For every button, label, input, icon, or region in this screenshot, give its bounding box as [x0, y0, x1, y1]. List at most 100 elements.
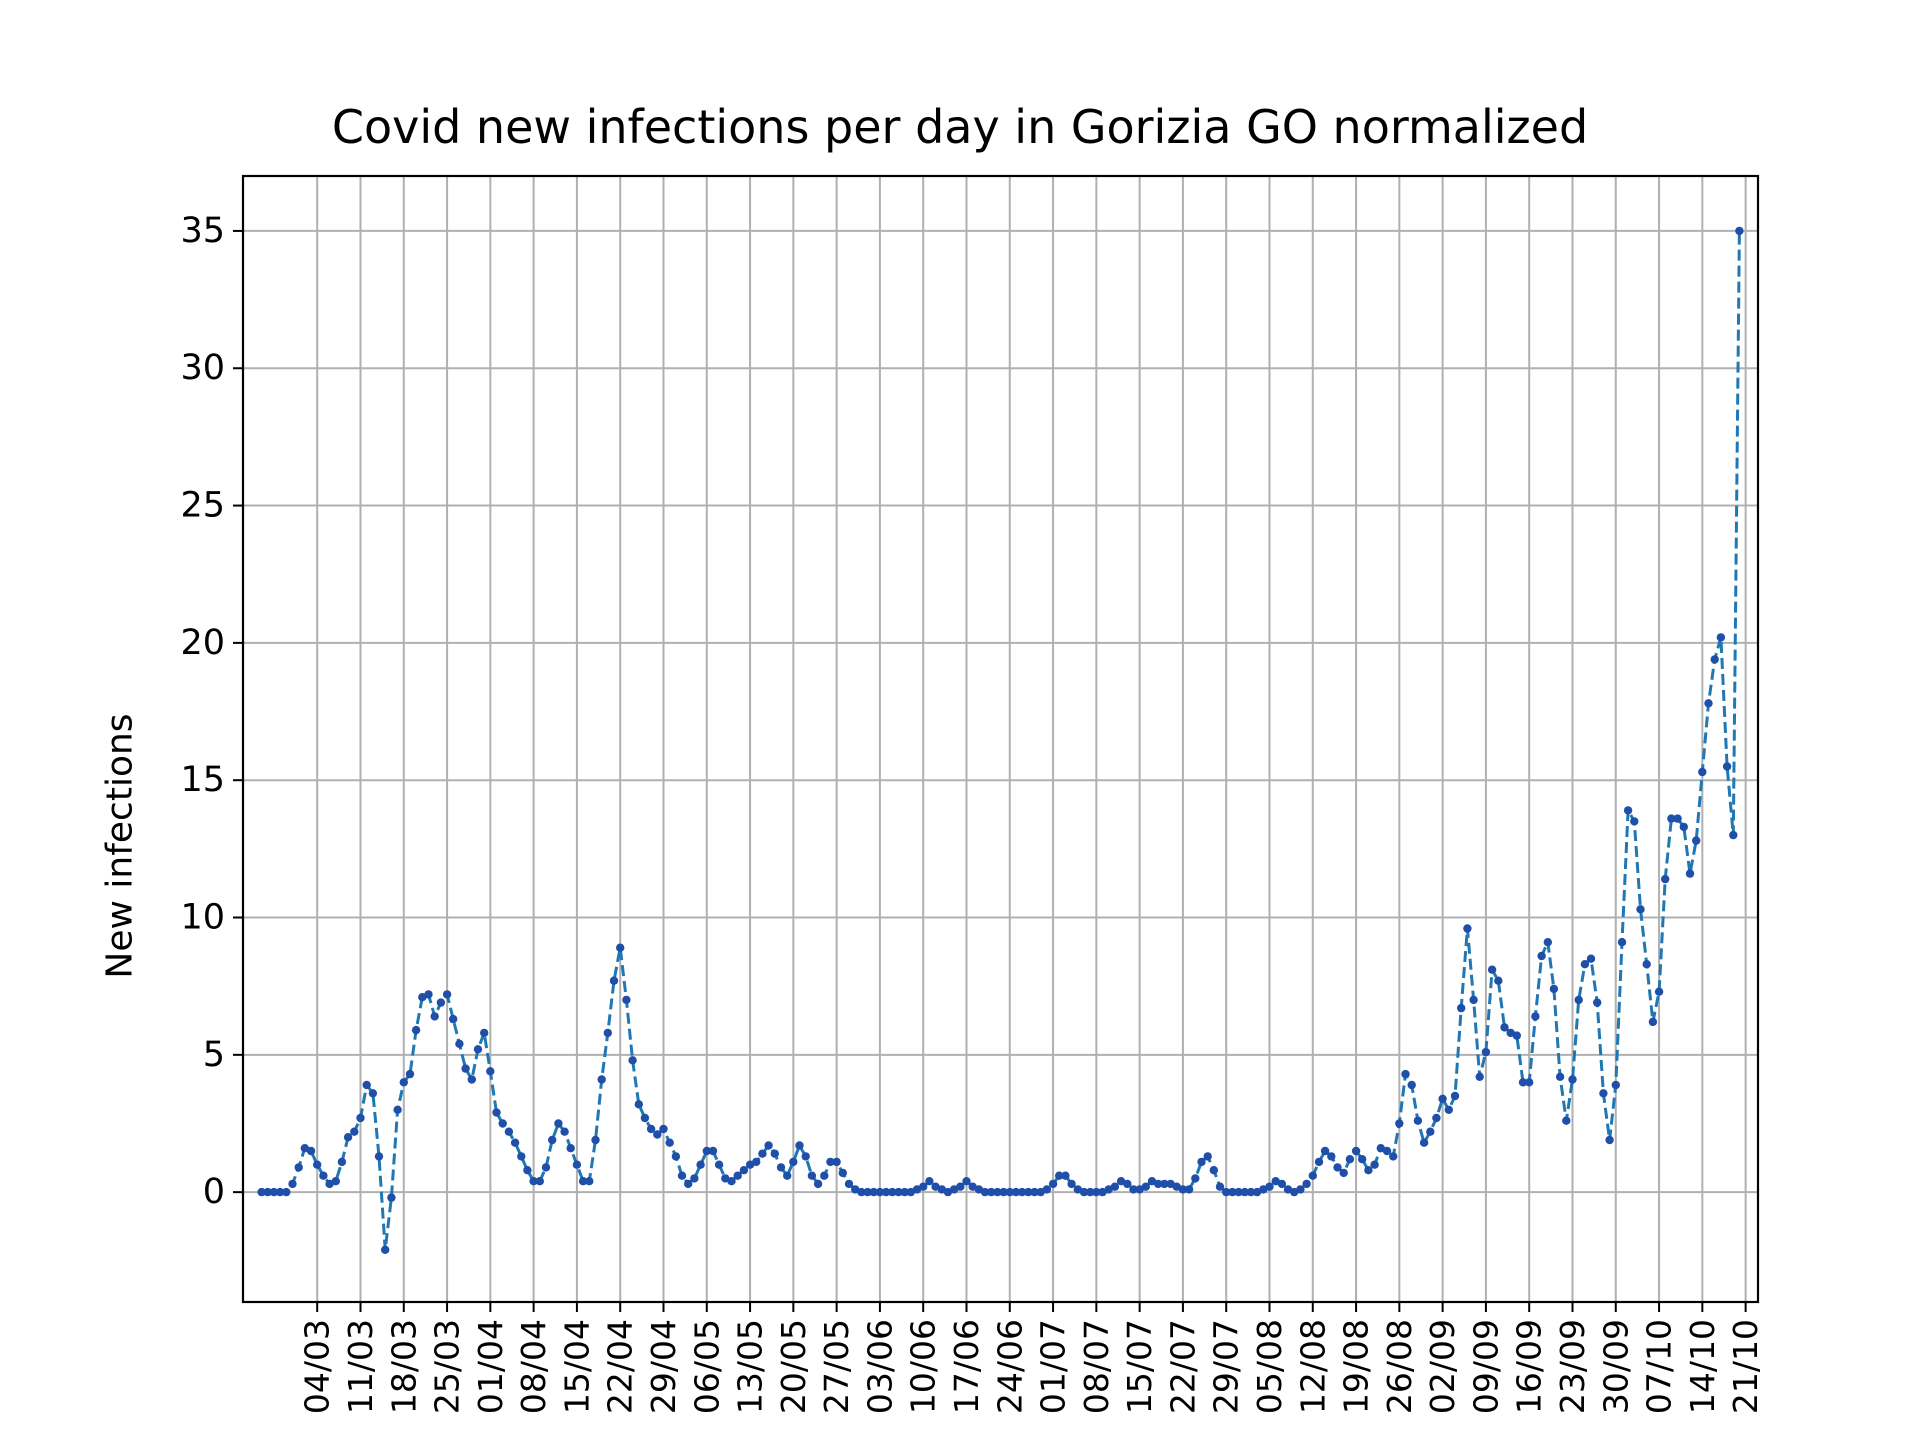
- x-tick-label: 02/09: [1423, 1319, 1462, 1414]
- data-point: [1426, 1127, 1435, 1136]
- data-point: [993, 1187, 1002, 1197]
- data-point: [1580, 960, 1590, 969]
- data-point: [517, 1152, 526, 1161]
- data-point: [1222, 1187, 1231, 1197]
- data-point: [1568, 1075, 1577, 1084]
- data-point: [863, 1187, 872, 1197]
- data-point: [1265, 1182, 1274, 1191]
- x-tick-label: 13/05: [731, 1319, 770, 1414]
- data-point: [1438, 1094, 1447, 1104]
- data-point: [1735, 226, 1744, 236]
- data-point: [875, 1187, 885, 1197]
- x-tick-label: 04/03: [298, 1319, 337, 1414]
- data-point: [1710, 655, 1719, 664]
- data-point: [1481, 1047, 1491, 1057]
- data-point: [1444, 1105, 1454, 1115]
- data-point: [696, 1160, 705, 1169]
- data-point: [1141, 1182, 1151, 1191]
- data-point: [1487, 965, 1497, 974]
- data-point: [1024, 1187, 1033, 1197]
- data-point: [319, 1171, 328, 1180]
- x-tick-label: 29/04: [644, 1319, 683, 1414]
- x-tick-label: 12/08: [1293, 1319, 1332, 1414]
- data-point: [1067, 1179, 1076, 1189]
- data-point: [758, 1149, 767, 1158]
- data-point: [263, 1187, 272, 1197]
- data-point: [424, 990, 433, 999]
- data-point: [399, 1078, 408, 1087]
- axes-frame: [241, 174, 1760, 1304]
- data-point: [634, 1100, 643, 1109]
- data-point: [1005, 1187, 1014, 1197]
- data-point: [1704, 699, 1713, 708]
- x-tick-label: 16/09: [1510, 1319, 1549, 1414]
- y-tick-label: 15: [180, 760, 225, 800]
- data-point: [1277, 1179, 1287, 1189]
- data-point: [1011, 1187, 1021, 1197]
- data-point: [1215, 1182, 1225, 1191]
- data-point: [690, 1174, 699, 1183]
- data-point: [857, 1187, 866, 1197]
- data-point: [770, 1149, 779, 1158]
- y-tick-label: 30: [180, 348, 225, 388]
- data-point: [622, 995, 631, 1005]
- data-point: [1698, 767, 1707, 777]
- data-point: [381, 1245, 390, 1255]
- data-point: [597, 1075, 606, 1084]
- data-point: [987, 1187, 996, 1197]
- data-point: [1475, 1072, 1484, 1082]
- data-point: [1178, 1185, 1188, 1194]
- data-point: [1382, 1146, 1392, 1156]
- data-point: [1110, 1182, 1120, 1191]
- data-point: [1370, 1160, 1379, 1169]
- data-point: [585, 1177, 594, 1186]
- data-point: [659, 1124, 668, 1134]
- y-tick-label: 10: [180, 898, 225, 938]
- data-point: [480, 1028, 489, 1038]
- x-tick-label: 06/05: [687, 1319, 726, 1414]
- data-point: [1494, 976, 1503, 985]
- data-point: [764, 1141, 773, 1150]
- data-point: [1413, 1116, 1423, 1125]
- data-point: [801, 1152, 810, 1161]
- data-point: [888, 1187, 897, 1197]
- data-point: [1500, 1023, 1509, 1032]
- data-point: [962, 1177, 971, 1186]
- data-point: [628, 1056, 637, 1065]
- data-point: [844, 1179, 854, 1189]
- x-tick-label: 11/03: [341, 1319, 380, 1414]
- x-tick-label: 22/04: [601, 1319, 640, 1414]
- data-point: [1048, 1179, 1058, 1189]
- data-point: [869, 1187, 878, 1197]
- data-point: [1308, 1171, 1318, 1180]
- data-point: [1463, 924, 1472, 933]
- data-point: [387, 1193, 396, 1202]
- data-point: [1234, 1187, 1243, 1197]
- data-point: [646, 1124, 656, 1134]
- data-point: [739, 1166, 749, 1175]
- data-point: [436, 998, 446, 1007]
- data-point: [727, 1177, 736, 1186]
- data-point: [813, 1179, 823, 1189]
- data-point: [820, 1171, 829, 1180]
- data-point: [1358, 1155, 1367, 1164]
- x-tick-label: 08/04: [514, 1319, 553, 1414]
- data-point: [1407, 1080, 1416, 1090]
- data-point: [1314, 1157, 1324, 1167]
- data-point: [1518, 1078, 1528, 1087]
- data-point: [1512, 1031, 1522, 1040]
- x-tick-label: 30/09: [1596, 1319, 1635, 1414]
- data-point: [535, 1177, 544, 1186]
- data-point: [393, 1105, 402, 1115]
- data-point: [523, 1166, 532, 1175]
- data-point: [980, 1187, 990, 1197]
- data-point: [1364, 1166, 1373, 1175]
- x-tick-label: 07/10: [1640, 1319, 1679, 1414]
- x-tick-label: 17/06: [947, 1319, 986, 1414]
- data-point: [752, 1157, 761, 1167]
- data-point: [1525, 1078, 1534, 1087]
- data-point: [467, 1075, 476, 1084]
- data-point: [374, 1152, 384, 1161]
- data-point: [609, 976, 619, 985]
- data-point: [838, 1168, 847, 1178]
